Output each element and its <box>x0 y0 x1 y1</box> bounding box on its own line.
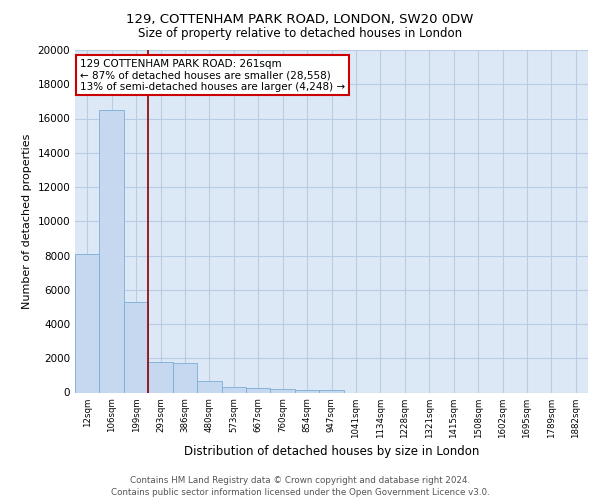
Bar <box>100 110 124 393</box>
Bar <box>148 362 173 392</box>
Text: 129, COTTENHAM PARK ROAD, LONDON, SW20 0DW: 129, COTTENHAM PARK ROAD, LONDON, SW20 0… <box>127 12 473 26</box>
X-axis label: Distribution of detached houses by size in London: Distribution of detached houses by size … <box>184 444 479 458</box>
Bar <box>124 302 148 392</box>
Text: Contains HM Land Registry data © Crown copyright and database right 2024.: Contains HM Land Registry data © Crown c… <box>130 476 470 485</box>
Bar <box>197 380 221 392</box>
Text: 129 COTTENHAM PARK ROAD: 261sqm
← 87% of detached houses are smaller (28,558)
13: 129 COTTENHAM PARK ROAD: 261sqm ← 87% of… <box>80 58 345 92</box>
Bar <box>75 254 100 392</box>
Y-axis label: Number of detached properties: Number of detached properties <box>22 134 32 309</box>
Bar <box>246 388 271 392</box>
Bar <box>319 390 344 392</box>
Bar <box>295 390 319 392</box>
Bar <box>221 388 246 392</box>
Bar <box>271 389 295 392</box>
Text: Contains public sector information licensed under the Open Government Licence v3: Contains public sector information licen… <box>110 488 490 497</box>
Bar <box>173 362 197 392</box>
Text: Size of property relative to detached houses in London: Size of property relative to detached ho… <box>138 28 462 40</box>
